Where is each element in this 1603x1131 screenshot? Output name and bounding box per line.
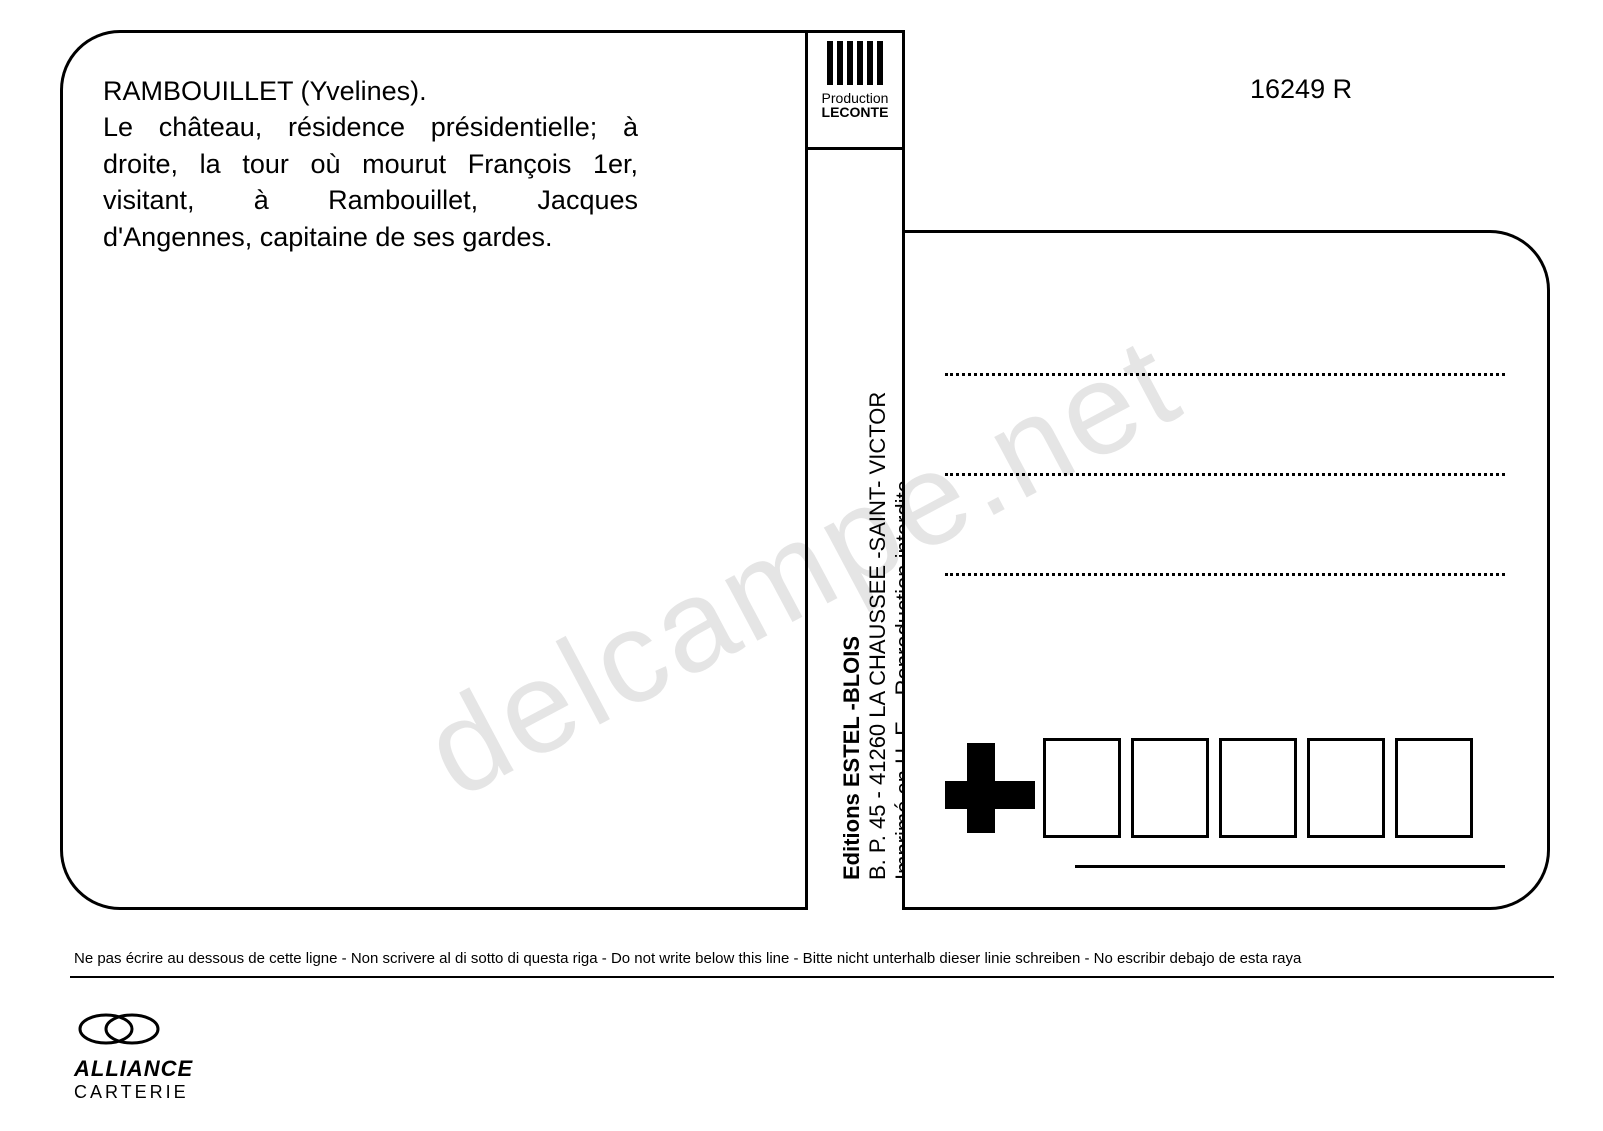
zip-box-3[interactable] <box>1219 738 1297 838</box>
alliance-sub: CARTERIE <box>74 1082 294 1103</box>
divider-column: Production LECONTE Editions ESTEL -BLOIS… <box>805 30 905 910</box>
zip-box-1[interactable] <box>1043 738 1121 838</box>
divider-lines: Editions ESTEL -BLOIS B. P. 45 - 41260 L… <box>805 150 905 910</box>
production-label: Production LECONTE <box>822 91 889 119</box>
footer-rule <box>70 976 1554 978</box>
description-body: Le château, résidence présidentielle; à … <box>103 112 638 251</box>
address-frame <box>905 230 1550 910</box>
city-line[interactable] <box>1075 865 1505 868</box>
address-line-3[interactable] <box>945 573 1505 576</box>
description-block: RAMBOUILLET (Yvelines). Le château, rési… <box>103 73 638 255</box>
publisher-line1: Editions ESTEL -BLOIS <box>839 636 865 880</box>
t-mark-icon <box>945 743 1035 833</box>
production-line2: LECONTE <box>822 104 889 120</box>
zip-box-5[interactable] <box>1395 738 1473 838</box>
alliance-name: ALLIANCE <box>74 1056 294 1082</box>
postal-code-row <box>945 738 1483 838</box>
footer-note: Ne pas écrire au dessous de cette ligne … <box>74 950 1554 967</box>
production-logo-box: Production LECONTE <box>805 30 905 150</box>
address-line-1[interactable] <box>945 373 1505 376</box>
alliance-logo-block: ALLIANCE CARTERIE <box>74 1006 294 1103</box>
address-line-2[interactable] <box>945 473 1505 476</box>
description-title: RAMBOUILLET (Yvelines). <box>103 76 427 106</box>
barcode-icon <box>827 41 883 85</box>
message-frame: RAMBOUILLET (Yvelines). Le château, rési… <box>60 30 805 910</box>
zip-box-4[interactable] <box>1307 738 1385 838</box>
alliance-rings-icon <box>74 1006 164 1052</box>
reference-number: 16249 R <box>1250 74 1352 105</box>
postcard-back: RAMBOUILLET (Yvelines). Le château, rési… <box>60 30 1550 910</box>
zip-box-2[interactable] <box>1131 738 1209 838</box>
publisher-line2: B. P. 45 - 41260 LA CHAUSSEE -SAINT- VIC… <box>865 392 891 880</box>
